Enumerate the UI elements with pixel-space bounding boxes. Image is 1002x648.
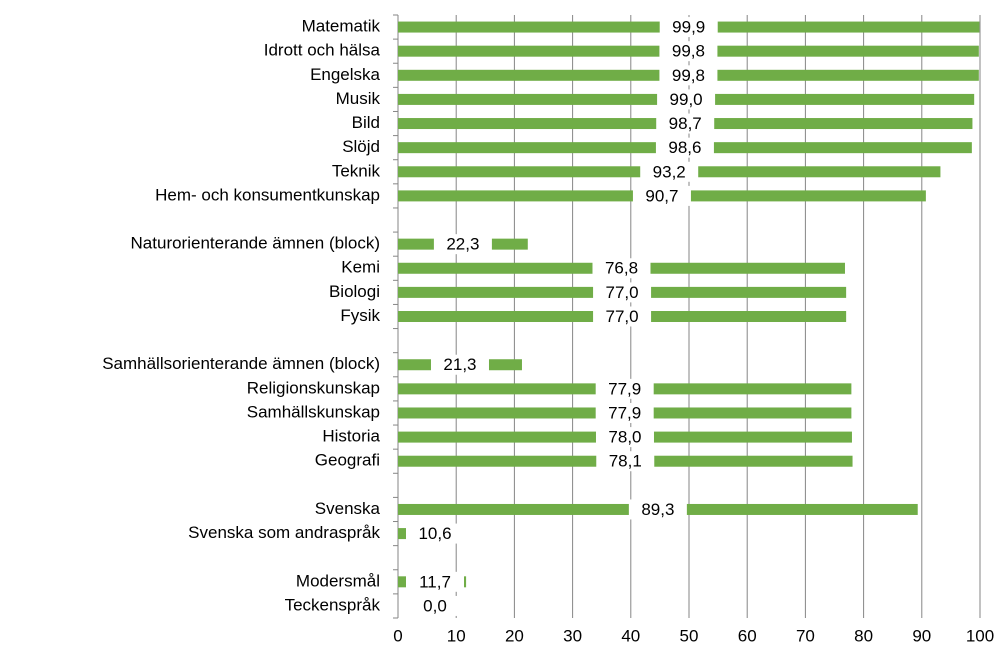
value-label-bg <box>632 185 691 206</box>
value-label-bg <box>656 113 715 134</box>
value-label-bg <box>628 499 687 520</box>
value-label-bg <box>406 595 464 616</box>
y-tick-label: Svenska <box>315 499 381 518</box>
value-label-bg <box>595 378 654 399</box>
value-label-bg <box>595 427 654 448</box>
x-tick-label: 80 <box>854 626 873 645</box>
value-label: 90,7 <box>645 186 678 205</box>
y-tick-label: Biologi <box>329 282 380 301</box>
y-tick-label: Musik <box>336 89 381 108</box>
value-label: 22,3 <box>446 235 479 254</box>
y-tick-label: Teckenspråk <box>285 595 381 614</box>
y-tick-label: Teknik <box>332 161 381 180</box>
value-label: 78,1 <box>609 452 642 471</box>
value-label-bg <box>593 306 652 327</box>
y-tick-label: Samhällskunskap <box>247 402 380 421</box>
value-label-bg <box>657 89 716 110</box>
y-tick-label: Slöjd <box>342 137 380 156</box>
value-label: 78,0 <box>608 428 641 447</box>
value-label: 93,2 <box>653 162 686 181</box>
value-label: 77,0 <box>606 283 639 302</box>
x-tick-label: 50 <box>680 626 699 645</box>
value-label-bg <box>406 523 464 544</box>
y-tick-label: Engelska <box>310 65 380 84</box>
value-label: 77,9 <box>608 379 641 398</box>
value-label-bg <box>655 137 714 158</box>
y-tick-label: Modersmål <box>296 571 380 590</box>
x-tick-label: 10 <box>447 626 466 645</box>
x-tick-label: 100 <box>966 626 994 645</box>
value-label-bg <box>640 161 699 182</box>
value-label: 89,3 <box>641 500 674 519</box>
value-label: 99,9 <box>672 18 705 37</box>
y-tick-label: Svenska som andraspråk <box>188 523 380 542</box>
value-label: 11,7 <box>419 572 451 591</box>
value-label: 99,0 <box>670 90 703 109</box>
value-label: 99,8 <box>672 66 705 85</box>
value-label: 98,7 <box>669 114 702 133</box>
x-tick-label: 60 <box>738 626 757 645</box>
value-label-bg <box>659 65 718 86</box>
x-tick-label: 0 <box>393 626 402 645</box>
y-tick-label: Hem- och konsumentkunskap <box>155 185 380 204</box>
value-label-bg <box>430 354 489 375</box>
value-label-bg <box>659 41 718 62</box>
y-tick-label: Religionskunskap <box>247 378 380 397</box>
value-label-bg <box>433 234 492 255</box>
value-label: 77,9 <box>608 403 641 422</box>
y-tick-label: Fysik <box>340 306 380 325</box>
x-tick-label: 20 <box>505 626 524 645</box>
value-label: 10,6 <box>418 524 451 543</box>
y-tick-label: Idrott och hälsa <box>264 41 381 60</box>
y-tick-label: Samhällsorienterande ämnen (block) <box>102 354 380 373</box>
value-label-bg <box>593 282 652 303</box>
y-tick-label: Matematik <box>302 17 381 36</box>
x-tick-label: 40 <box>621 626 640 645</box>
value-label-bg <box>595 402 654 423</box>
value-label-bg <box>659 17 718 38</box>
y-tick-label: Naturorienterande ämnen (block) <box>131 234 380 253</box>
value-label: 99,8 <box>672 42 705 61</box>
y-tick-label: Bild <box>352 113 380 132</box>
x-tick-label: 90 <box>912 626 931 645</box>
value-label-bg <box>596 451 655 472</box>
y-tick-label: Historia <box>322 427 380 446</box>
y-tick-label: Geografi <box>315 451 380 470</box>
value-label: 0,0 <box>423 596 447 615</box>
value-label-bg <box>406 571 464 592</box>
value-label: 77,0 <box>606 307 639 326</box>
value-label: 21,3 <box>443 355 476 374</box>
value-label: 76,8 <box>605 259 638 278</box>
x-tick-label: 70 <box>796 626 815 645</box>
x-tick-label: 30 <box>563 626 582 645</box>
y-tick-label: Kemi <box>341 258 380 277</box>
value-label-bg <box>592 258 651 279</box>
value-label: 98,6 <box>668 138 701 157</box>
